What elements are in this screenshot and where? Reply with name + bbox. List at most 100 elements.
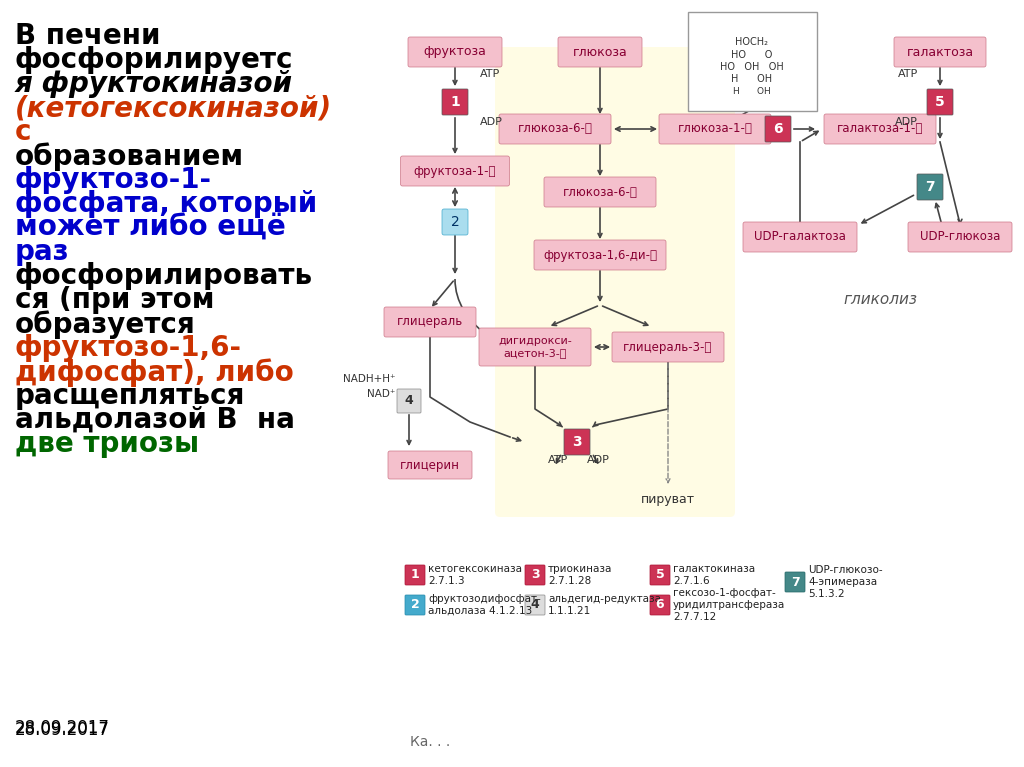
FancyBboxPatch shape [612, 332, 724, 362]
Text: ATP: ATP [480, 69, 501, 79]
Text: фосфата, который: фосфата, который [15, 190, 317, 218]
Text: галактоза: галактоза [906, 45, 974, 58]
Text: дигидрокси-
ацетон-3-ⓟ: дигидрокси- ацетон-3-ⓟ [498, 336, 571, 357]
FancyBboxPatch shape [908, 222, 1012, 252]
Text: расщепляться: расщепляться [15, 382, 246, 410]
FancyBboxPatch shape [499, 114, 611, 144]
FancyBboxPatch shape [384, 307, 476, 337]
Text: ATP: ATP [548, 455, 568, 465]
FancyBboxPatch shape [388, 451, 472, 479]
Text: образованием: образованием [15, 142, 244, 170]
Text: глицераль: глицераль [397, 315, 463, 328]
FancyBboxPatch shape [894, 37, 986, 67]
Text: В печени: В печени [15, 22, 161, 50]
Text: (кетогексокиназой): (кетогексокиназой) [15, 94, 332, 122]
Text: галактокиназа
2.7.1.6: галактокиназа 2.7.1.6 [673, 565, 755, 586]
Text: образуется: образуется [15, 310, 196, 338]
FancyBboxPatch shape [918, 174, 943, 200]
Text: фруктоза-1-ⓟ: фруктоза-1-ⓟ [414, 164, 497, 177]
FancyBboxPatch shape [495, 47, 735, 517]
Text: NAD⁺: NAD⁺ [367, 389, 395, 399]
Text: две триозы: две триозы [15, 430, 199, 458]
Text: глицерин: глицерин [400, 459, 460, 472]
Text: глюкоза-6-ⓟ: глюкоза-6-ⓟ [562, 186, 637, 199]
Text: HOCH₂: HOCH₂ [735, 37, 768, 47]
Text: 28.09.2017: 28.09.2017 [15, 721, 110, 739]
Text: триокиназа
2.7.1.28: триокиназа 2.7.1.28 [548, 565, 612, 586]
Text: глицераль-3-ⓟ: глицераль-3-ⓟ [624, 341, 713, 354]
FancyBboxPatch shape [406, 565, 425, 585]
FancyBboxPatch shape [659, 114, 771, 144]
Text: UDP-галактоза: UDP-галактоза [754, 231, 846, 243]
Text: H      OH: H OH [731, 74, 772, 84]
Text: HO      O: HO O [731, 50, 773, 60]
Text: 6: 6 [773, 122, 782, 136]
Text: 1: 1 [451, 95, 460, 109]
Text: 7: 7 [926, 180, 935, 194]
Text: 1: 1 [411, 568, 420, 581]
Text: альдегид-редуктаза
1.1.1.21: альдегид-редуктаза 1.1.1.21 [548, 594, 662, 616]
Text: 5: 5 [655, 568, 665, 581]
Text: фосфорилировать: фосфорилировать [15, 262, 313, 290]
Text: глюкоза-6-ⓟ: глюкоза-6-ⓟ [517, 123, 593, 136]
Text: глюкоза: глюкоза [572, 45, 628, 58]
Text: ADP: ADP [895, 117, 918, 127]
Text: гексозо-1-фосфат-
уридилтрансфераза
2.7.7.12: гексозо-1-фосфат- уридилтрансфераза 2.7.… [673, 588, 785, 621]
Text: ATP: ATP [898, 69, 918, 79]
Text: 28.09.2017: 28.09.2017 [15, 719, 110, 737]
Text: 4: 4 [404, 394, 414, 407]
FancyBboxPatch shape [400, 156, 510, 186]
Text: Ка. . .: Ка. . . [410, 735, 451, 749]
FancyBboxPatch shape [650, 595, 670, 615]
FancyBboxPatch shape [743, 222, 857, 252]
Text: 3: 3 [572, 435, 582, 449]
Text: 2: 2 [451, 215, 460, 229]
Text: 5: 5 [935, 95, 945, 109]
Text: я фруктокиназой: я фруктокиназой [15, 70, 293, 98]
Text: 6: 6 [655, 598, 665, 611]
Text: раз: раз [15, 238, 70, 266]
FancyBboxPatch shape [785, 572, 805, 592]
FancyBboxPatch shape [650, 565, 670, 585]
Text: глюкоза-1-ⓟ: глюкоза-1-ⓟ [678, 123, 753, 136]
Text: фруктоза: фруктоза [424, 45, 486, 58]
Text: фосфорилируетс: фосфорилируетс [15, 46, 294, 74]
FancyBboxPatch shape [534, 240, 666, 270]
FancyBboxPatch shape [688, 12, 817, 111]
Text: с: с [15, 118, 32, 146]
FancyBboxPatch shape [765, 116, 791, 142]
Text: UDP-глюкоза: UDP-глюкоза [920, 231, 1000, 243]
Text: дифосфат), либо: дифосфат), либо [15, 358, 294, 387]
Text: ся (при этом: ся (при этом [15, 286, 214, 314]
Text: HO   OH   OH: HO OH OH [720, 62, 784, 72]
FancyBboxPatch shape [406, 595, 425, 615]
FancyBboxPatch shape [558, 37, 642, 67]
FancyBboxPatch shape [927, 89, 953, 115]
Text: галактоза-1-ⓟ: галактоза-1-ⓟ [837, 123, 924, 136]
Text: гликолиз: гликолиз [843, 291, 918, 307]
Text: пируват: пируват [641, 492, 695, 505]
FancyBboxPatch shape [479, 328, 591, 366]
Text: ADP: ADP [480, 117, 503, 127]
Text: фруктоза-1,6-ди-ⓟ: фруктоза-1,6-ди-ⓟ [543, 249, 657, 262]
Text: UDP-глюкозо-
4-эпимераза
5.1.3.2: UDP-глюкозо- 4-эпимераза 5.1.3.2 [808, 565, 883, 598]
FancyBboxPatch shape [824, 114, 936, 144]
Text: может либо ещё: может либо ещё [15, 214, 286, 242]
FancyBboxPatch shape [525, 565, 545, 585]
Text: 7: 7 [791, 575, 800, 588]
Text: ADP: ADP [587, 455, 609, 465]
Text: фруктозодифосфат-
альдолаза 4.1.2.13: фруктозодифосфат- альдолаза 4.1.2.13 [428, 594, 541, 616]
Text: альдолазой В  на: альдолазой В на [15, 406, 295, 434]
Text: кетогексокиназа
2.7.1.3: кетогексокиназа 2.7.1.3 [428, 565, 522, 586]
Text: фруктозо-1,6-: фруктозо-1,6- [15, 334, 242, 362]
FancyBboxPatch shape [442, 89, 468, 115]
FancyBboxPatch shape [397, 389, 421, 413]
Text: 4: 4 [530, 598, 540, 611]
Text: 2: 2 [411, 598, 420, 611]
FancyBboxPatch shape [544, 177, 656, 207]
Text: фруктозо-1-: фруктозо-1- [15, 166, 212, 194]
FancyBboxPatch shape [564, 429, 590, 455]
FancyBboxPatch shape [525, 595, 545, 615]
FancyBboxPatch shape [408, 37, 502, 67]
Text: 3: 3 [530, 568, 540, 581]
